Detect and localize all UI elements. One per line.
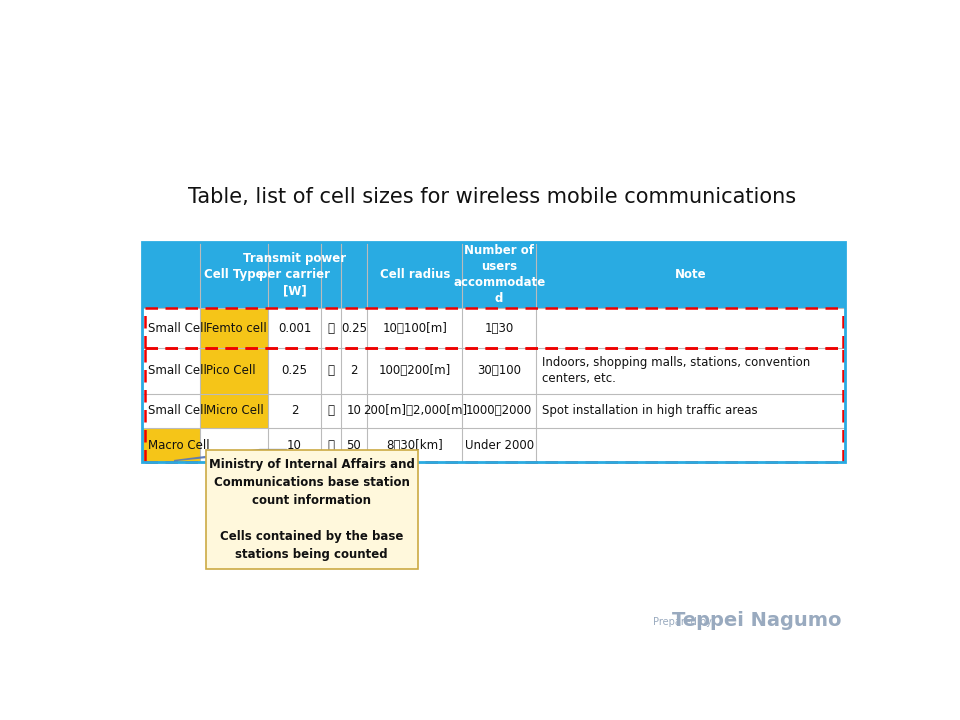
Text: Table, list of cell sizes for wireless mobile communications: Table, list of cell sizes for wireless m… bbox=[188, 187, 796, 207]
Bar bbox=[200, 348, 268, 394]
Text: ～: ～ bbox=[327, 404, 334, 417]
Text: 0.25: 0.25 bbox=[281, 364, 307, 377]
Text: Femto cell: Femto cell bbox=[206, 322, 267, 335]
Text: Under 2000: Under 2000 bbox=[465, 438, 534, 451]
Text: Pico Cell: Pico Cell bbox=[206, 364, 255, 377]
Text: 100～200[m]: 100～200[m] bbox=[378, 364, 451, 377]
FancyBboxPatch shape bbox=[205, 449, 418, 569]
Text: 1000～2000: 1000～2000 bbox=[466, 404, 532, 417]
Text: 10: 10 bbox=[347, 404, 361, 417]
Bar bbox=[142, 348, 846, 394]
Text: 10～100[m]: 10～100[m] bbox=[382, 322, 447, 335]
Text: 200[m]～2,000[m]: 200[m]～2,000[m] bbox=[363, 404, 467, 417]
Bar bbox=[142, 394, 846, 428]
Text: Indoors, shopping malls, stations, convention
centers, etc.: Indoors, shopping malls, stations, conve… bbox=[542, 356, 810, 385]
Text: Spot installation in high traffic areas: Spot installation in high traffic areas bbox=[542, 404, 757, 417]
Text: Small Cell: Small Cell bbox=[148, 404, 207, 417]
Text: 1～30: 1～30 bbox=[485, 322, 514, 335]
Text: 8～30[km]: 8～30[km] bbox=[386, 438, 444, 451]
Text: Number of
users
accommodate
d: Number of users accommodate d bbox=[453, 244, 545, 305]
Bar bbox=[200, 394, 268, 428]
Bar bbox=[142, 242, 846, 462]
Text: Cell Type: Cell Type bbox=[204, 269, 264, 282]
Text: 2: 2 bbox=[350, 364, 358, 377]
Text: Small Cell: Small Cell bbox=[148, 364, 207, 377]
Text: 30～100: 30～100 bbox=[477, 364, 521, 377]
Bar bbox=[142, 428, 200, 462]
Bar bbox=[142, 242, 846, 308]
Text: ～: ～ bbox=[327, 364, 334, 377]
Text: ～: ～ bbox=[327, 438, 334, 451]
Text: 0.001: 0.001 bbox=[277, 322, 311, 335]
Text: Cell radius: Cell radius bbox=[379, 269, 450, 282]
Text: Micro Cell: Micro Cell bbox=[206, 404, 264, 417]
Text: ～: ～ bbox=[327, 322, 334, 335]
Polygon shape bbox=[174, 449, 287, 461]
Text: Note: Note bbox=[675, 269, 707, 282]
Text: Ministry of Internal Affairs and
Communications base station
count information

: Ministry of Internal Affairs and Communi… bbox=[208, 458, 415, 561]
Bar bbox=[142, 428, 846, 462]
Text: 50: 50 bbox=[347, 438, 361, 451]
Text: 0.25: 0.25 bbox=[341, 322, 367, 335]
Text: 2: 2 bbox=[291, 404, 299, 417]
Bar bbox=[200, 308, 268, 348]
Bar bbox=[142, 308, 846, 348]
Text: Small Cell: Small Cell bbox=[148, 322, 207, 335]
Text: Teppei Nagumo: Teppei Nagumo bbox=[672, 611, 842, 630]
Text: Macro Cell: Macro Cell bbox=[148, 438, 210, 451]
Text: 10: 10 bbox=[287, 438, 302, 451]
Text: Prepared by: Prepared by bbox=[653, 617, 711, 627]
Text: Transmit power
per carrier
[W]: Transmit power per carrier [W] bbox=[243, 253, 347, 297]
